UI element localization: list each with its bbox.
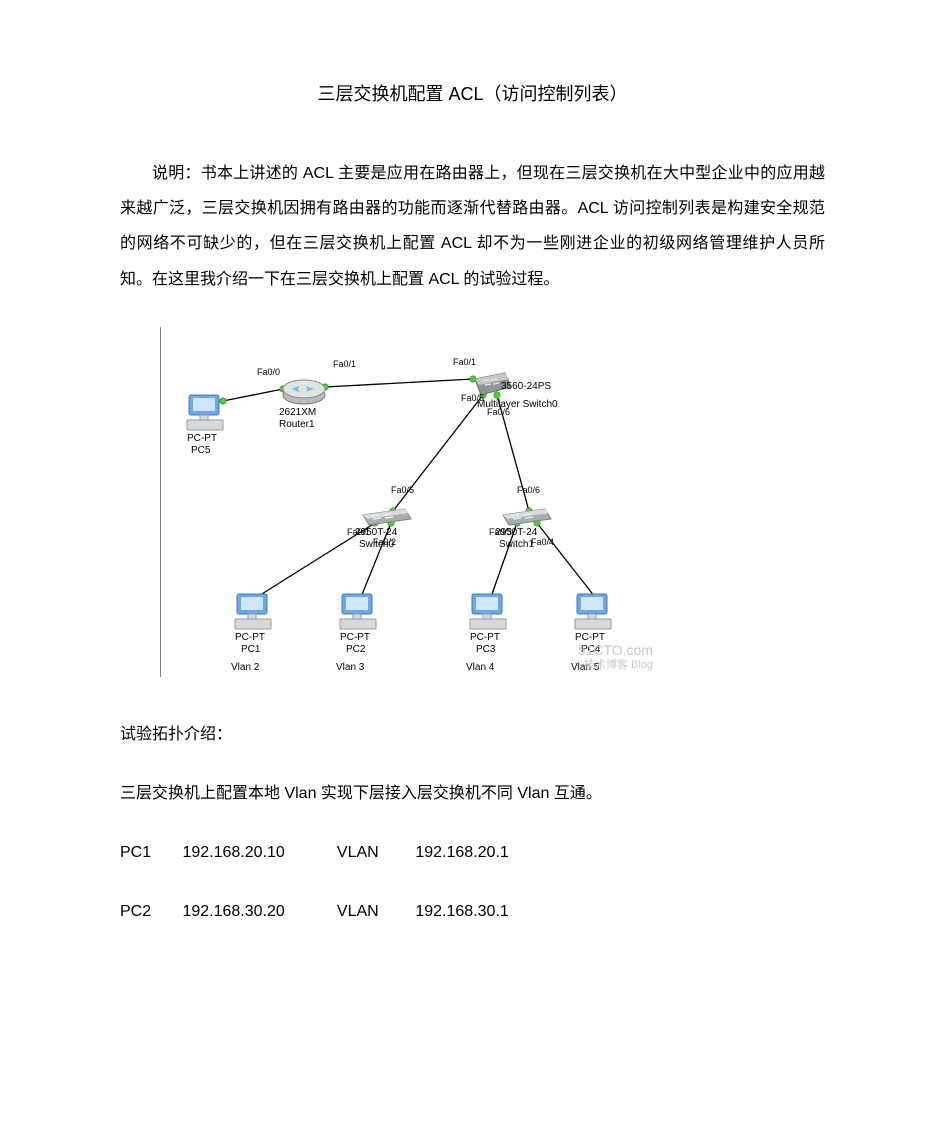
pc-label: PC5 bbox=[191, 445, 210, 457]
intro-paragraph: 说明：书本上讲述的 ACL 主要是应用在路由器上，但现在三层交换机在大中型企业中… bbox=[120, 156, 825, 297]
pc-label: PC-PT bbox=[235, 632, 265, 644]
switch-icon bbox=[501, 507, 553, 525]
pc-ip: 192.168.20.10 bbox=[182, 835, 332, 870]
iface-label: Fa0/4 bbox=[531, 537, 554, 547]
router-icon bbox=[281, 377, 327, 403]
vlan-label: Vlan 3 bbox=[336, 662, 364, 673]
l3switch-label: 3560-24PS bbox=[501, 381, 551, 393]
pc-label: PC1 bbox=[241, 644, 260, 656]
iface-label: Fa0/5 bbox=[461, 393, 484, 403]
iface-label: Fa0/5 bbox=[391, 485, 414, 495]
pc-label: PC-PT bbox=[470, 632, 500, 644]
iface-label: Fa0/6 bbox=[487, 407, 510, 417]
pc-icon bbox=[183, 393, 227, 433]
watermark: 51CTO.com技术博客 Blog bbox=[578, 643, 653, 670]
router-label: 2621XM bbox=[279, 407, 316, 419]
topology-heading: 试验拓扑介绍： bbox=[120, 717, 825, 752]
pc-icon bbox=[466, 592, 510, 632]
pc-host: PC2 bbox=[120, 894, 178, 929]
iface-label: Fa0/2 bbox=[373, 537, 396, 547]
iface-label: Fa0/1 bbox=[333, 359, 356, 369]
iface-label: Fa0/0 bbox=[257, 367, 280, 377]
pc-ip: 192.168.30.20 bbox=[182, 894, 332, 929]
page-title: 三层交换机配置 ACL（访问控制列表） bbox=[120, 80, 825, 106]
pc-vlan-ip: 192.168.20.1 bbox=[415, 835, 508, 870]
switch-icon bbox=[361, 507, 413, 525]
pc-vlan-label: VLAN bbox=[337, 894, 411, 929]
pc-row: PC2 192.168.30.20 VLAN 192.168.30.1 bbox=[120, 894, 825, 929]
switch-label: Switch1 bbox=[499, 539, 534, 551]
vlan-label: Vlan 2 bbox=[231, 662, 259, 673]
pc-icon bbox=[571, 592, 615, 632]
pc-label: PC-PT bbox=[187, 433, 217, 445]
pc-icon bbox=[231, 592, 275, 632]
topology-desc: 三层交换机上配置本地 Vlan 实现下层接入层交换机不同 Vlan 互通。 bbox=[120, 776, 825, 811]
pc-vlan-label: VLAN bbox=[337, 835, 411, 870]
iface-label: Fa0/1 bbox=[453, 357, 476, 367]
pc-label: PC2 bbox=[346, 644, 365, 656]
topology-diagram: PC-PTPC5 2621XMRouter1 3560-24PSMultilay… bbox=[160, 327, 825, 677]
router-label: Router1 bbox=[279, 419, 315, 431]
pc-icon bbox=[336, 592, 380, 632]
pc-host: PC1 bbox=[120, 835, 178, 870]
pc-label: PC-PT bbox=[340, 632, 370, 644]
iface-label: Fa0/3 bbox=[489, 527, 512, 537]
iface-label: Fa0/1 bbox=[347, 527, 370, 537]
vlan-label: Vlan 4 bbox=[466, 662, 494, 673]
pc-row: PC1 192.168.20.10 VLAN 192.168.20.1 bbox=[120, 835, 825, 870]
pc-vlan-ip: 192.168.30.1 bbox=[415, 894, 508, 929]
iface-label: Fa0/6 bbox=[517, 485, 540, 495]
pc-label: PC3 bbox=[476, 644, 495, 656]
